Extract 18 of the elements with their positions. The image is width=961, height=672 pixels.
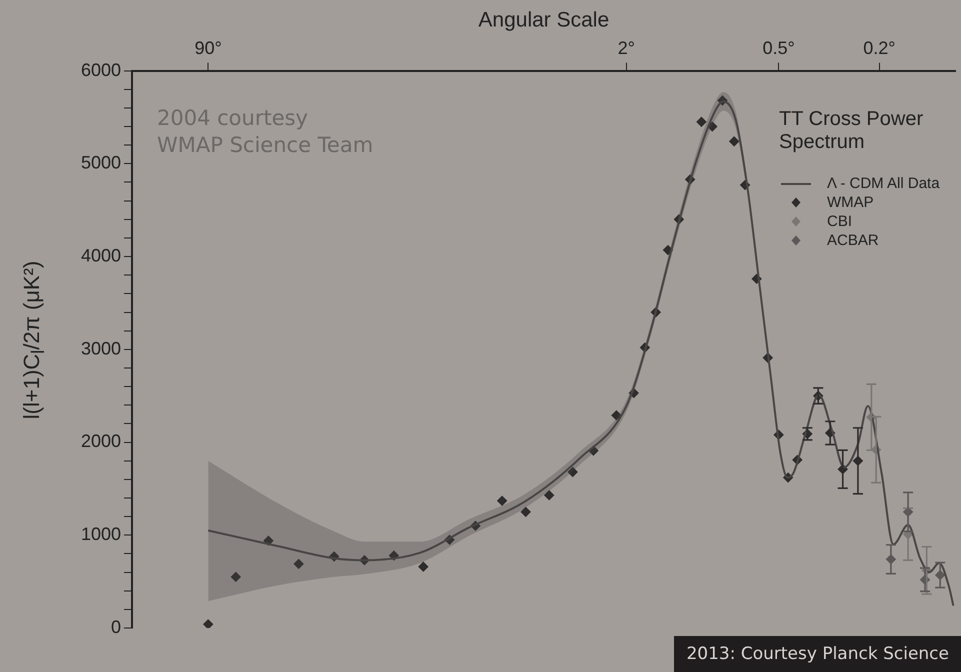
legend-label: WMAP: [827, 194, 874, 211]
x-tick-label: 0.5°: [762, 38, 795, 58]
x-tick-label: 2°: [618, 38, 635, 58]
x-axis-title: Angular Scale: [478, 8, 610, 32]
y-tick-label: 6000: [80, 60, 122, 80]
y-tick-label: 1000: [80, 524, 122, 544]
x-tick-label: 90°: [194, 38, 222, 58]
text: 2013: Courtesy Planck Science: [674, 636, 961, 672]
legend-label: Λ - CDM All Data: [827, 175, 940, 192]
y-tick-label: 3000: [80, 338, 122, 358]
y-tick-label: 5000: [80, 152, 122, 173]
y-tick-label: 2000: [80, 431, 122, 452]
legend-label: CBI: [827, 213, 852, 230]
y-tick-label: 4000: [80, 246, 122, 266]
x-tick-label: 0.2°: [863, 38, 896, 58]
legend-title: TT Cross Power Spectrum: [779, 108, 924, 154]
legend-label: ACBAR: [827, 232, 879, 249]
y-tick-label: 0: [111, 616, 122, 637]
